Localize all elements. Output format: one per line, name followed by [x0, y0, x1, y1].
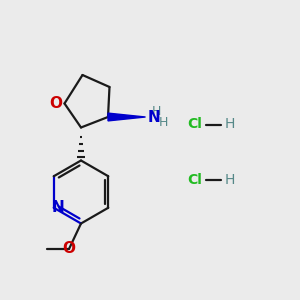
- Text: H: H: [224, 173, 235, 187]
- Text: Cl: Cl: [188, 173, 202, 187]
- Text: O: O: [50, 96, 63, 111]
- Text: N: N: [52, 200, 64, 215]
- Text: H: H: [224, 118, 235, 131]
- Text: N: N: [148, 110, 161, 124]
- Text: Cl: Cl: [188, 118, 202, 131]
- Polygon shape: [108, 113, 146, 121]
- Text: H: H: [159, 116, 168, 129]
- Text: H: H: [152, 105, 161, 118]
- Text: O: O: [62, 242, 75, 256]
